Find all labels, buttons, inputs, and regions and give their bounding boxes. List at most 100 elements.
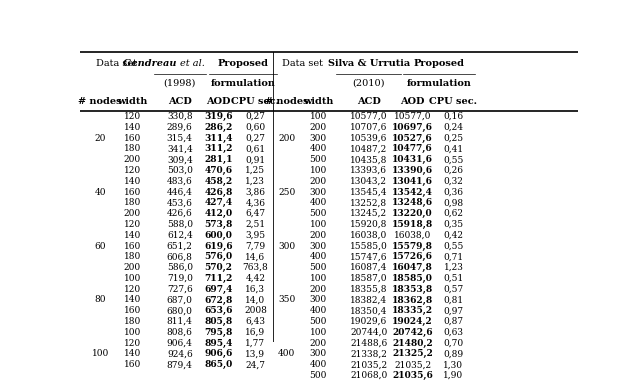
Text: 21035,2: 21035,2 xyxy=(351,360,387,369)
Text: 21035,2: 21035,2 xyxy=(394,360,431,369)
Text: 100: 100 xyxy=(124,328,141,337)
Text: 570,2: 570,2 xyxy=(205,263,232,272)
Text: 200: 200 xyxy=(309,123,327,132)
Text: 0,36: 0,36 xyxy=(444,187,464,197)
Text: # nodes: # nodes xyxy=(78,97,122,106)
Text: 20: 20 xyxy=(94,134,106,142)
Text: # nodes: # nodes xyxy=(265,97,309,106)
Text: 697,4: 697,4 xyxy=(204,285,233,294)
Text: 200: 200 xyxy=(124,263,141,272)
Text: 16038,0: 16038,0 xyxy=(350,231,388,240)
Text: 15726,6: 15726,6 xyxy=(392,252,433,262)
Text: CPU sec.: CPU sec. xyxy=(231,97,279,106)
Text: 0,71: 0,71 xyxy=(444,252,464,262)
Text: 24,7: 24,7 xyxy=(245,360,265,369)
Text: 576,0: 576,0 xyxy=(205,252,232,262)
Text: 0,27: 0,27 xyxy=(245,134,265,142)
Text: 6,47: 6,47 xyxy=(245,209,265,218)
Text: 4,36: 4,36 xyxy=(245,199,265,207)
Text: 300: 300 xyxy=(309,134,327,142)
Text: 120: 120 xyxy=(124,285,141,294)
Text: 1,30: 1,30 xyxy=(444,360,464,369)
Text: 2008: 2008 xyxy=(244,306,267,315)
Text: 16038,0: 16038,0 xyxy=(394,231,431,240)
Text: 286,2: 286,2 xyxy=(204,123,233,132)
Text: 483,6: 483,6 xyxy=(167,177,193,186)
Text: 100: 100 xyxy=(92,349,108,358)
Text: 672,8: 672,8 xyxy=(204,295,233,305)
Text: 687,0: 687,0 xyxy=(167,296,193,305)
Text: 427,4: 427,4 xyxy=(205,199,232,207)
Text: 13220,0: 13220,0 xyxy=(392,209,433,218)
Text: 16047,8: 16047,8 xyxy=(392,263,433,272)
Text: 500: 500 xyxy=(309,371,327,380)
Text: 200: 200 xyxy=(124,209,141,218)
Text: 13245,2: 13245,2 xyxy=(351,209,387,218)
Text: 400: 400 xyxy=(309,199,327,207)
Text: 0,63: 0,63 xyxy=(444,328,464,337)
Text: 330,8: 330,8 xyxy=(167,112,193,121)
Text: 400: 400 xyxy=(309,360,327,369)
Text: 0,60: 0,60 xyxy=(245,123,265,132)
Text: 200: 200 xyxy=(278,134,295,142)
Text: 10697,6: 10697,6 xyxy=(392,123,433,132)
Text: 14,0: 14,0 xyxy=(245,296,265,305)
Text: 0,81: 0,81 xyxy=(444,296,464,305)
Text: 200: 200 xyxy=(309,285,327,294)
Text: 120: 120 xyxy=(124,112,141,121)
Text: 21338,2: 21338,2 xyxy=(351,349,387,358)
Text: 500: 500 xyxy=(309,317,327,326)
Text: 13390,6: 13390,6 xyxy=(392,166,433,175)
Text: 16,3: 16,3 xyxy=(245,285,265,294)
Text: 14,6: 14,6 xyxy=(245,252,265,262)
Text: 0,42: 0,42 xyxy=(444,231,464,240)
Text: 20742,6: 20742,6 xyxy=(392,328,433,337)
Text: 4,42: 4,42 xyxy=(245,274,265,283)
Text: 180: 180 xyxy=(124,144,141,153)
Text: 10431,6: 10431,6 xyxy=(392,155,433,164)
Text: 140: 140 xyxy=(124,177,141,186)
Text: 341,4: 341,4 xyxy=(167,144,193,153)
Text: AOD: AOD xyxy=(206,97,230,106)
Text: 13041,6: 13041,6 xyxy=(392,177,433,186)
Text: 120: 120 xyxy=(124,166,141,175)
Text: 16087,4: 16087,4 xyxy=(350,263,388,272)
Text: 0,87: 0,87 xyxy=(444,317,464,326)
Text: 426,8: 426,8 xyxy=(204,187,233,197)
Text: 653,6: 653,6 xyxy=(204,306,233,315)
Text: 18335,2: 18335,2 xyxy=(392,306,433,315)
Text: 21035,6: 21035,6 xyxy=(392,371,433,380)
Text: 606,8: 606,8 xyxy=(167,252,193,262)
Text: 0,16: 0,16 xyxy=(444,112,464,121)
Text: formulation: formulation xyxy=(407,79,472,88)
Text: CPU sec.: CPU sec. xyxy=(429,97,478,106)
Text: 400: 400 xyxy=(309,144,327,153)
Text: Gendreau: Gendreau xyxy=(123,59,180,68)
Text: 200: 200 xyxy=(124,155,141,164)
Text: 13542,4: 13542,4 xyxy=(392,187,433,197)
Text: 140: 140 xyxy=(124,123,141,132)
Text: AOD: AOD xyxy=(401,97,425,106)
Text: 21068,0: 21068,0 xyxy=(350,371,388,380)
Text: 200: 200 xyxy=(309,231,327,240)
Text: 924,6: 924,6 xyxy=(167,349,193,358)
Text: 0,32: 0,32 xyxy=(444,177,464,186)
Text: 309,4: 309,4 xyxy=(167,155,193,164)
Text: ACD: ACD xyxy=(168,97,191,106)
Text: 0,61: 0,61 xyxy=(245,144,265,153)
Text: 21480,2: 21480,2 xyxy=(392,339,433,348)
Text: 300: 300 xyxy=(309,296,327,305)
Text: 100: 100 xyxy=(309,220,327,229)
Text: 895,4: 895,4 xyxy=(204,339,233,348)
Text: 160: 160 xyxy=(124,187,141,197)
Text: 19029,6: 19029,6 xyxy=(350,317,388,326)
Text: 400: 400 xyxy=(309,306,327,315)
Text: 311,4: 311,4 xyxy=(204,134,233,142)
Text: 10435,8: 10435,8 xyxy=(350,155,388,164)
Text: 446,4: 446,4 xyxy=(167,187,193,197)
Text: 16,9: 16,9 xyxy=(245,328,265,337)
Text: 470,6: 470,6 xyxy=(205,166,232,175)
Text: 0,97: 0,97 xyxy=(444,306,464,315)
Text: 15747,6: 15747,6 xyxy=(350,252,388,262)
Text: 0,98: 0,98 xyxy=(444,199,464,207)
